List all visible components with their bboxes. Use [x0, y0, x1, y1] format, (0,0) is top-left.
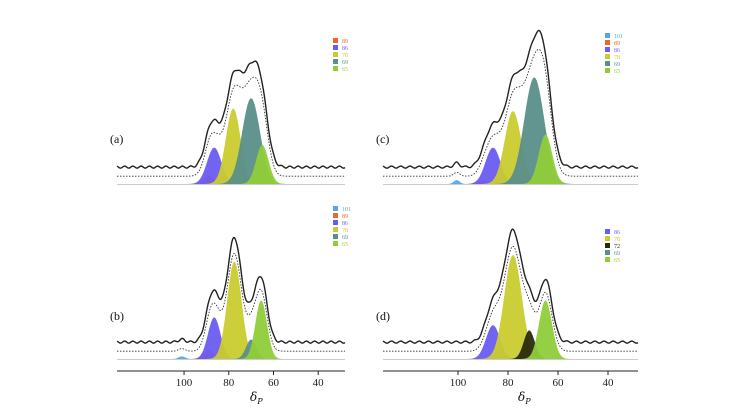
- legend-swatch-78: [605, 54, 610, 59]
- legend-label-101: 101: [614, 34, 623, 40]
- legend-label-86: 86: [342, 221, 348, 227]
- legend-label-65: 65: [614, 258, 620, 264]
- legend-label-78: 78: [342, 53, 348, 59]
- panel-label-d: (d): [376, 309, 390, 323]
- legend-swatch-101: [605, 33, 610, 38]
- peak-78-panel-c: [383, 111, 638, 184]
- x-tick-label-left-100: 100: [176, 377, 193, 389]
- legend-label-78: 78: [342, 228, 348, 234]
- x-tick-label-right-80: 80: [503, 377, 515, 389]
- spectrum-line-panel-b: [116, 236, 346, 344]
- panel-label-c: (c): [376, 132, 389, 146]
- legend-swatch-101: [333, 206, 338, 211]
- legend-label-65: 65: [614, 69, 620, 75]
- legend-swatch-89: [333, 213, 338, 218]
- legend-label-69: 69: [342, 235, 348, 241]
- legend-label-89: 89: [342, 214, 348, 220]
- legend-label-69: 69: [614, 62, 620, 68]
- x-tick-label-left-60: 60: [268, 377, 280, 389]
- legend-swatch-78: [333, 52, 338, 57]
- panel-label-a: (a): [110, 132, 123, 146]
- legend-label-72: 72: [614, 244, 620, 250]
- legend-swatch-86: [333, 45, 338, 50]
- legend-label-86: 86: [614, 48, 620, 54]
- legend-swatch-69: [333, 234, 338, 239]
- fitted-envelope-panel-d: [383, 245, 638, 352]
- peak-78-panel-d: [383, 255, 638, 359]
- spectrum-line-panel-a: [116, 60, 346, 169]
- legend-swatch-86: [605, 47, 610, 52]
- x-tick-label-left-40: 40: [313, 377, 325, 389]
- legend-swatch-86: [333, 220, 338, 225]
- x-tick-label-right-100: 100: [450, 377, 467, 389]
- legend-swatch-78: [605, 236, 610, 241]
- legend-swatch-89: [605, 40, 610, 45]
- spectrum-line-panel-d: [382, 228, 639, 344]
- panel-label-b: (b): [110, 309, 124, 323]
- legend-label-89: 89: [614, 41, 620, 47]
- peak-78-panel-b: [117, 261, 345, 359]
- legend-swatch-72: [605, 243, 610, 248]
- fitted-envelope-panel-b: [117, 252, 345, 352]
- x-axis-label-right: δP: [518, 390, 531, 406]
- spectrum-line-panel-c: [382, 29, 639, 169]
- legend-swatch-86: [605, 229, 610, 234]
- legend-swatch-65: [605, 257, 610, 262]
- legend-swatch-65: [333, 241, 338, 246]
- x-tick-label-right-60: 60: [553, 377, 565, 389]
- legend-label-78: 78: [614, 237, 620, 243]
- x-tick-label-right-40: 40: [603, 377, 615, 389]
- legend-label-78: 78: [614, 55, 620, 61]
- legend-label-86: 86: [614, 230, 620, 236]
- legend-label-101: 101: [342, 207, 351, 213]
- legend-swatch-69: [605, 250, 610, 255]
- legend-label-89: 89: [342, 39, 348, 45]
- legend-swatch-65: [333, 66, 338, 71]
- legend-label-69: 69: [342, 60, 348, 66]
- legend-label-65: 65: [342, 67, 348, 73]
- legend-label-69: 69: [614, 251, 620, 257]
- legend-label-86: 86: [342, 46, 348, 52]
- legend-swatch-65: [605, 68, 610, 73]
- legend-label-65: 65: [342, 242, 348, 248]
- x-axis-label-left: δP: [250, 390, 263, 406]
- legend-swatch-69: [605, 61, 610, 66]
- x-tick-label-left-80: 80: [223, 377, 235, 389]
- peak-78-panel-a: [117, 108, 345, 184]
- fitted-envelope-panel-c: [383, 48, 638, 177]
- legend-swatch-69: [333, 59, 338, 64]
- legend-swatch-89: [333, 38, 338, 43]
- legend-swatch-78: [333, 227, 338, 232]
- fitted-envelope-panel-a: [117, 76, 345, 177]
